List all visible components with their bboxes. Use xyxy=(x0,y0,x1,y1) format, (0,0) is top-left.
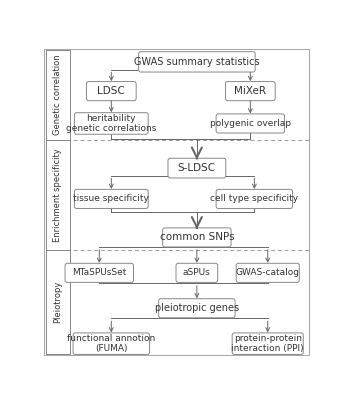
FancyBboxPatch shape xyxy=(159,299,235,318)
Text: Genetic correlation: Genetic correlation xyxy=(53,55,62,135)
FancyBboxPatch shape xyxy=(216,114,285,133)
Text: pleiotropic genes: pleiotropic genes xyxy=(155,303,239,313)
Text: GWAS summary statistics: GWAS summary statistics xyxy=(134,57,260,67)
Text: MTaSPUsSet: MTaSPUsSet xyxy=(72,268,127,277)
FancyBboxPatch shape xyxy=(176,263,218,282)
FancyBboxPatch shape xyxy=(46,140,70,250)
Text: common SNPs: common SNPs xyxy=(159,232,234,242)
FancyBboxPatch shape xyxy=(87,82,136,101)
FancyBboxPatch shape xyxy=(168,158,226,178)
Text: aSPUs: aSPUs xyxy=(183,268,211,277)
Text: LDSC: LDSC xyxy=(97,86,125,96)
FancyBboxPatch shape xyxy=(162,228,231,247)
Text: Enrichment specificity: Enrichment specificity xyxy=(53,148,62,242)
FancyBboxPatch shape xyxy=(236,263,299,282)
Text: MiXeR: MiXeR xyxy=(234,86,266,96)
FancyBboxPatch shape xyxy=(232,333,303,354)
Text: cell type specificity: cell type specificity xyxy=(210,194,298,204)
Text: tissue specificity: tissue specificity xyxy=(73,194,149,204)
FancyBboxPatch shape xyxy=(139,52,255,72)
Text: GWAS-catalog: GWAS-catalog xyxy=(236,268,300,277)
FancyBboxPatch shape xyxy=(216,189,293,208)
FancyBboxPatch shape xyxy=(46,50,70,140)
Text: functional annotion
(FUMA): functional annotion (FUMA) xyxy=(67,334,156,353)
FancyBboxPatch shape xyxy=(75,113,148,134)
Text: protein-protein
interaction (PPI): protein-protein interaction (PPI) xyxy=(231,334,304,353)
Text: heritability
genetic correlations: heritability genetic correlations xyxy=(66,114,157,133)
FancyBboxPatch shape xyxy=(226,82,275,101)
Text: Pleiotropy: Pleiotropy xyxy=(53,281,62,323)
FancyBboxPatch shape xyxy=(65,263,134,282)
FancyBboxPatch shape xyxy=(46,250,70,354)
Text: S-LDSC: S-LDSC xyxy=(178,163,216,173)
FancyBboxPatch shape xyxy=(75,189,148,208)
FancyBboxPatch shape xyxy=(73,333,149,354)
Text: polygenic overlap: polygenic overlap xyxy=(210,119,291,128)
